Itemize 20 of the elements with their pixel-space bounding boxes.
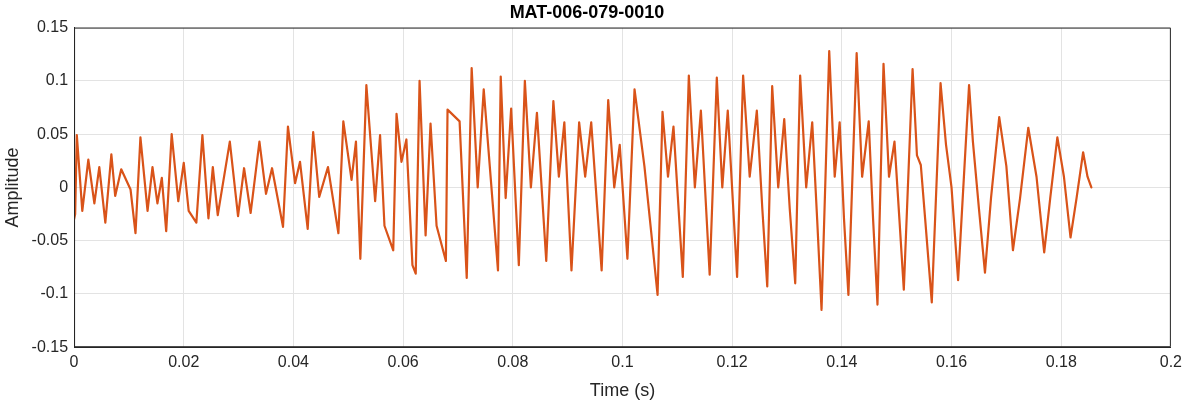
x-tick-label: 0.16 [935, 353, 968, 371]
x-tick-label: 0.12 [716, 353, 748, 371]
x-tick-label: 0.02 [168, 353, 200, 371]
x-tick-label: 0.04 [277, 353, 310, 371]
y-tick-label: -0.05 [31, 231, 69, 249]
x-tick-label: 0.06 [387, 353, 419, 371]
x-tick-label: 0.08 [497, 353, 529, 371]
x-tick-label: 0.1 [611, 353, 634, 371]
y-tick-label: 0.05 [36, 124, 69, 142]
y-tick-label: 0.15 [36, 18, 69, 36]
y-tick-label: -0.1 [40, 284, 69, 302]
y-tick-label: 0.1 [45, 71, 69, 89]
chart-title: MAT-006-079-0010 [509, 1, 665, 22]
x-tick-label: 0.14 [826, 353, 858, 371]
x-tick-label: 0.18 [1045, 353, 1077, 371]
x-tick-label: 0.2 [1159, 353, 1183, 371]
y-axis-title: Amplitude [1, 147, 22, 228]
y-tick-label: 0 [59, 177, 69, 195]
y-tick-label: -0.15 [31, 337, 69, 355]
x-axis-title: Time (s) [589, 380, 656, 401]
